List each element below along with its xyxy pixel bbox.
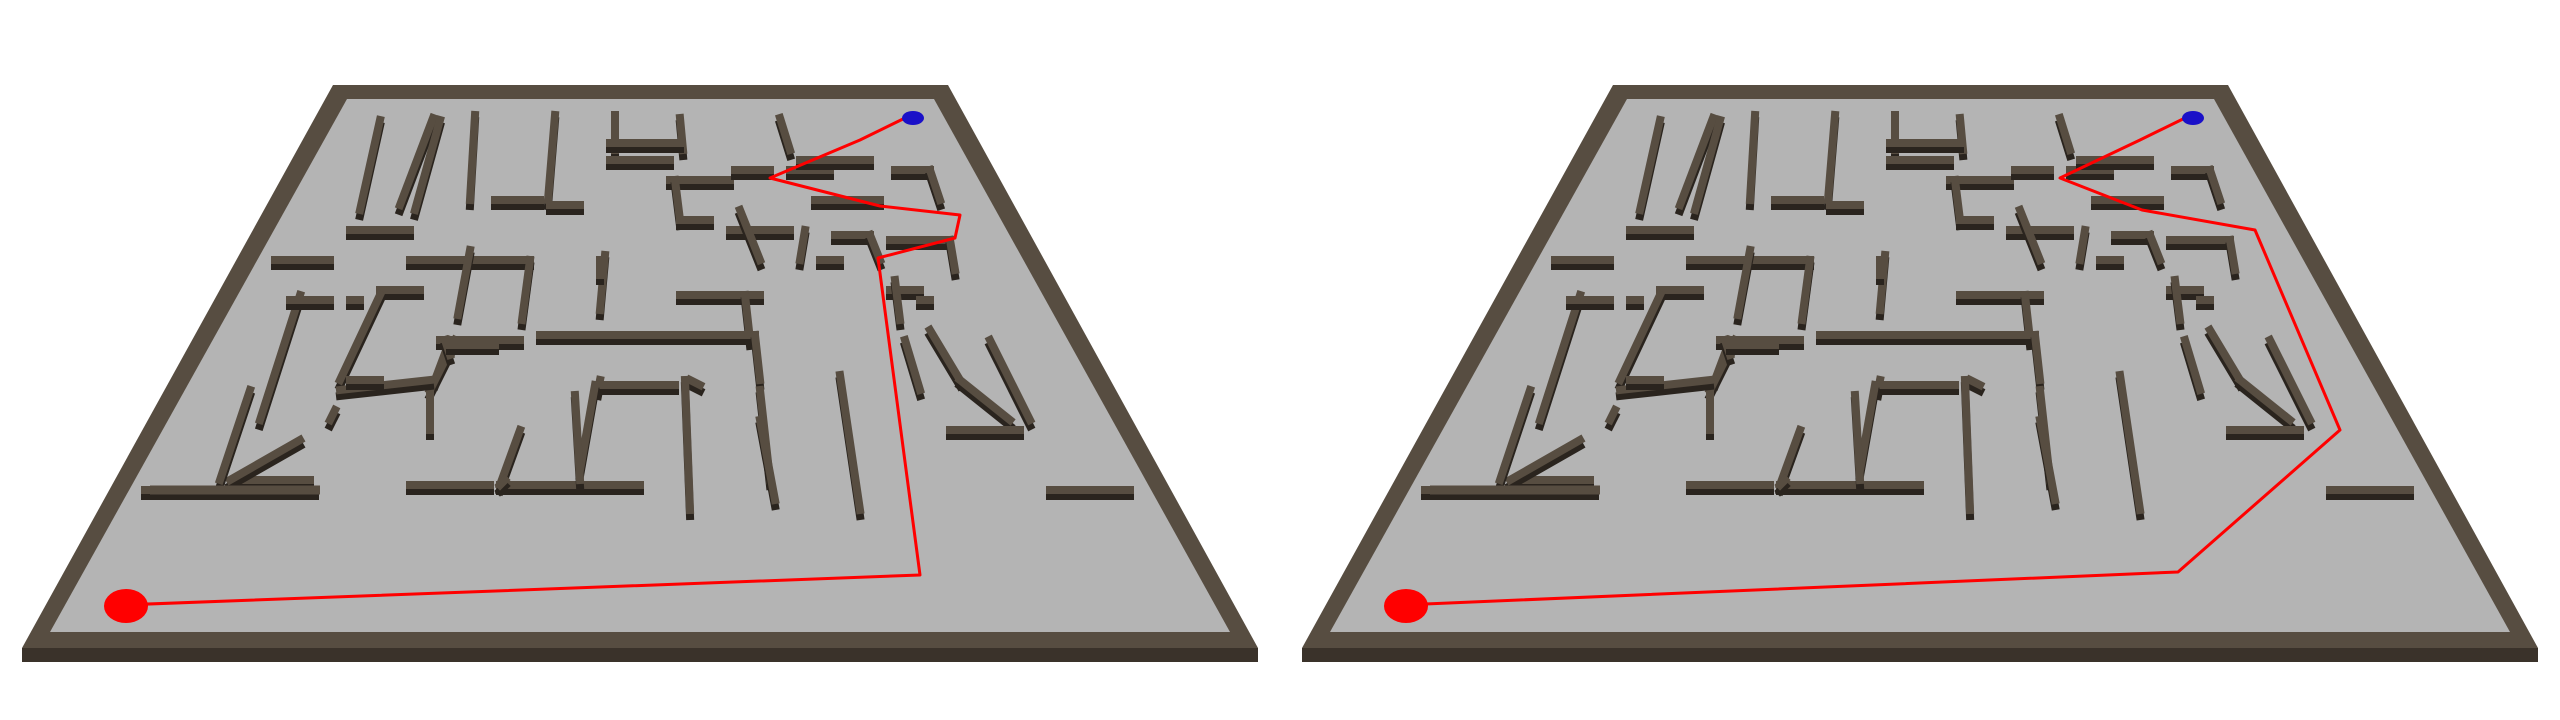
maze-floor bbox=[50, 99, 1230, 632]
maze-wall bbox=[2054, 112, 2076, 156]
maze-wall bbox=[945, 235, 960, 275]
maze-wall bbox=[924, 164, 946, 206]
maze-wall-side bbox=[2234, 380, 2296, 432]
maze-wall bbox=[494, 424, 526, 491]
maze-wall bbox=[755, 415, 780, 505]
maze-wall bbox=[224, 434, 306, 486]
maze-wall bbox=[214, 384, 256, 486]
maze-wall bbox=[1504, 434, 1586, 486]
maze-wall bbox=[2264, 334, 2316, 426]
maze-wall bbox=[2035, 415, 2060, 505]
maze-wall bbox=[670, 175, 685, 225]
maze-board-right bbox=[1302, 85, 2538, 662]
maze-wall bbox=[410, 115, 445, 215]
solution-path bbox=[121, 116, 962, 607]
maze-wall bbox=[517, 255, 535, 325]
maze-wall bbox=[2170, 275, 2185, 325]
maze-wall bbox=[1774, 424, 1806, 491]
solution-path bbox=[1401, 116, 2342, 607]
maze-wall bbox=[684, 374, 706, 391]
maze-wall bbox=[355, 115, 385, 215]
maze-wall-side bbox=[1774, 480, 1791, 497]
maze-wall-side bbox=[494, 480, 511, 497]
maze-wall bbox=[890, 275, 905, 325]
maze-wall bbox=[1494, 384, 1536, 486]
maze-wall bbox=[1960, 375, 1975, 515]
maze-wall-side bbox=[1964, 380, 1986, 397]
maze-wall-side bbox=[684, 380, 706, 397]
maze-wall bbox=[570, 390, 585, 485]
maze-wall bbox=[2204, 324, 2246, 386]
maze-wall bbox=[324, 404, 341, 426]
maze-wall bbox=[1964, 374, 1986, 391]
maze-wall bbox=[2180, 335, 2205, 395]
maze-wall bbox=[2115, 370, 2145, 515]
maze-wall bbox=[2204, 164, 2226, 206]
maze-wall bbox=[1614, 289, 1666, 386]
maze-wall bbox=[453, 245, 475, 320]
maze-wall bbox=[1674, 112, 1719, 211]
maze-wall bbox=[334, 289, 386, 386]
maze-wall bbox=[1534, 289, 1586, 426]
goal-ball bbox=[2182, 111, 2204, 125]
maze-wall bbox=[2075, 225, 2090, 265]
maze-inner-walls bbox=[141, 110, 1134, 521]
right-board bbox=[1302, 85, 2538, 662]
maze-wall-side bbox=[224, 440, 306, 492]
maze-wall bbox=[394, 112, 439, 211]
maze-board-left bbox=[22, 85, 1258, 662]
maze-wall bbox=[900, 335, 925, 395]
maze-wall bbox=[2030, 330, 2045, 385]
maze-wall bbox=[465, 110, 480, 205]
maze-wall bbox=[2225, 235, 2240, 275]
maze-wall bbox=[543, 110, 560, 205]
maze-wall bbox=[1850, 390, 1865, 485]
maze-wall bbox=[1745, 110, 1760, 205]
maze-wall bbox=[680, 375, 695, 515]
left-board bbox=[22, 85, 1258, 662]
maze-wall bbox=[984, 334, 1036, 426]
maze-wall bbox=[924, 324, 966, 386]
maze-outer-wall-front bbox=[1302, 648, 2538, 662]
maze-wall-side bbox=[1615, 381, 1715, 401]
maze-wall bbox=[1797, 255, 1815, 325]
maze-outer-wall-front bbox=[22, 648, 1258, 662]
maze-wall bbox=[795, 225, 810, 265]
start-ball bbox=[104, 589, 148, 623]
maze-wall bbox=[1733, 245, 1755, 320]
maze-inner-walls bbox=[1421, 110, 2414, 521]
maze-wall bbox=[774, 112, 796, 156]
start-ball bbox=[1384, 589, 1428, 623]
maze-panel-left bbox=[22, 85, 1258, 662]
maze-wall bbox=[954, 374, 1016, 426]
goal-ball bbox=[902, 111, 924, 125]
maze-wall bbox=[750, 330, 765, 385]
maze-wall bbox=[1950, 175, 1965, 225]
maze-wall bbox=[1604, 404, 1621, 426]
maze-wall bbox=[2234, 374, 2296, 426]
maze-wall bbox=[1690, 115, 1725, 215]
maze-wall bbox=[494, 474, 511, 491]
maze-wall bbox=[2144, 229, 2166, 266]
maze-wall bbox=[734, 204, 766, 266]
maze-wall-side bbox=[954, 380, 1016, 432]
maze-panel-right bbox=[1280, 0, 2560, 720]
maze-wall-side bbox=[1504, 440, 1586, 492]
maze-wall bbox=[835, 370, 865, 515]
maze-wall bbox=[864, 229, 886, 266]
maze-wall bbox=[1774, 474, 1791, 491]
maze-floor bbox=[1330, 99, 2510, 632]
maze-wall bbox=[2014, 204, 2046, 266]
maze-wall-side bbox=[335, 381, 435, 401]
maze-wall bbox=[1635, 115, 1665, 215]
maze-wall bbox=[1823, 110, 1840, 205]
maze-wall bbox=[254, 289, 306, 426]
